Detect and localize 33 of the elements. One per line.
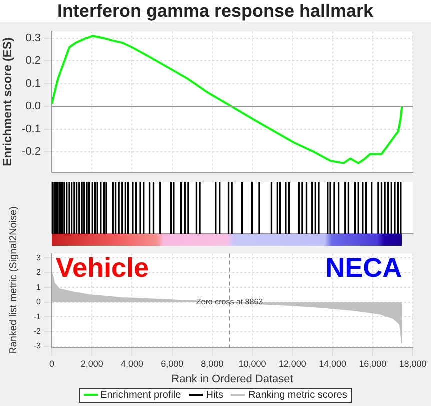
y-axis-title: Enrichment score (ES)	[0, 38, 15, 166]
ref-line-label: Zero cross at 8863	[196, 298, 264, 307]
annotation: NECA	[326, 252, 402, 283]
x-tick-label: 16,000	[359, 358, 387, 369]
x-tick-label: 12,000	[278, 358, 306, 369]
y-axis-title: Ranked list metric (Signal2Noise)	[8, 206, 19, 355]
y-tick-label: -1	[34, 312, 42, 322]
x-tick-label: 18,000	[399, 358, 427, 369]
y-tick-label: 0.3	[26, 32, 41, 44]
annotation: Vehicle	[56, 252, 150, 283]
y-tick-label: 0.2	[26, 55, 41, 68]
x-tick-label: 8,000	[201, 358, 224, 369]
y-tick-label: 0.0	[26, 100, 41, 113]
x-tick-label: 10,000	[238, 358, 266, 369]
y-tick-label: 0.1	[26, 78, 41, 90]
y-tick-label: -0.2	[22, 146, 41, 158]
y-tick-label: 2	[36, 268, 42, 278]
y-tick-label: -0.1	[22, 123, 41, 136]
x-tick-label: 0	[49, 358, 55, 369]
y-tick-label: 3	[36, 253, 42, 262]
x-tick-label: 6,000	[161, 358, 184, 369]
y-tick-label: 1	[36, 282, 42, 292]
x-tick-label: 14,000	[319, 358, 347, 369]
legend-label: Enrichment profile	[100, 390, 182, 401]
y-tick-label: -3	[34, 342, 42, 351]
x-tick-label: 4,000	[120, 358, 144, 369]
chart-title: Interferon gamma response hallmark	[0, 0, 431, 22]
x-axis-title: Rank in Ordered Dataset	[172, 373, 294, 386]
x-tick-label: 2,000	[80, 358, 104, 369]
y-tick-label: 0	[36, 298, 42, 307]
y-tick-label: -2	[34, 327, 42, 336]
legend-label: Hits	[206, 390, 224, 401]
legend-label: Ranking metric scores	[248, 390, 348, 401]
